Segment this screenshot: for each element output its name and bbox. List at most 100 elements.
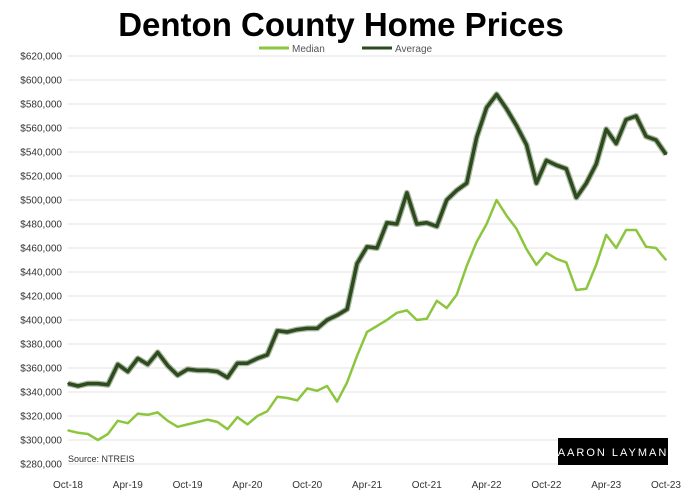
data-point-average [196,369,199,372]
y-tick-label: $400,000 [20,316,62,327]
data-point-average [236,362,239,365]
data-point-average [316,327,318,330]
chart-title: Denton County Home Prices [118,6,564,43]
x-tick-label: Oct-21 [412,480,442,491]
data-point-median [306,387,309,390]
legend-median-label: Median [292,44,325,55]
data-point-median [266,410,269,413]
y-tick-label: $460,000 [20,244,62,255]
legend-average-label: Average [395,44,433,55]
data-point-median [87,433,89,435]
data-point-median [226,428,229,431]
logo-text: AARON LAYMAN [558,447,669,459]
data-point-median [346,381,348,384]
data-point-median [615,247,617,249]
data-point-median [67,429,69,432]
data-point-median [655,247,657,249]
data-point-median [645,246,647,248]
data-point-average [296,328,299,331]
data-point-median [625,229,627,231]
data-point-average [615,142,617,145]
plot-area [67,91,669,442]
y-tick-label: $280,000 [20,460,62,471]
data-point-average [635,115,637,117]
data-point-median [426,318,428,320]
data-point-median [196,421,199,423]
legend: Median Average [259,44,433,55]
data-point-average [585,182,588,184]
data-point-average [376,247,378,249]
y-tick-label: $480,000 [20,220,62,231]
data-point-median [575,289,578,291]
data-point-median [77,432,79,434]
data-point-average [575,196,578,199]
data-point-median [166,420,169,422]
data-point-median [316,390,318,392]
data-point-average [146,363,149,366]
data-point-median [276,396,279,398]
data-point-median [416,319,418,321]
data-point-median [296,399,299,402]
data-point-average [117,363,119,366]
y-tick-label: $520,000 [20,172,62,183]
data-point-average [306,327,309,330]
data-point-average [475,136,478,139]
x-tick-label: Apr-20 [232,480,262,491]
data-point-median [117,420,119,422]
data-point-median [396,312,398,314]
data-point-median [455,294,458,296]
data-point-average [286,331,289,333]
y-tick-label: $600,000 [20,76,62,87]
data-point-median [366,331,368,333]
x-tick-label: Oct-19 [173,480,203,491]
data-point-median [206,418,209,421]
data-point-average [366,246,368,248]
data-point-median [376,325,378,327]
series-line-average [67,92,668,388]
y-tick-label: $440,000 [20,268,62,279]
data-point-average [505,108,508,110]
data-point-median [386,319,388,321]
x-tick-label: Apr-23 [591,480,621,491]
data-point-average [77,385,79,387]
data-point-average [87,382,89,385]
data-point-average [246,362,249,365]
data-point-median [406,309,408,312]
y-tick-label: $580,000 [20,100,62,111]
data-point-average [396,223,398,225]
data-point-median [127,422,129,425]
data-point-median [216,421,219,423]
data-point-median [635,229,637,231]
data-point-median [186,423,189,426]
data-point-average [356,262,358,265]
data-point-average [156,351,159,354]
data-point-average [226,376,229,379]
data-point-average [426,222,428,224]
y-tick-label: $300,000 [20,436,62,447]
data-point-average [655,139,657,141]
data-point-median [465,265,468,267]
y-tick-label: $540,000 [20,148,62,159]
data-point-average [166,364,169,367]
data-point-median [326,385,328,387]
data-point-average [645,135,647,138]
data-point-median [495,199,498,201]
data-point-median [555,258,558,260]
x-axis: Oct-18 Apr-19 Oct-19 Apr-20 Oct-20 Apr-21 Oct-… [53,480,681,491]
data-point-median [256,415,259,417]
x-tick-label: Apr-22 [472,480,502,491]
y-tick-label: $420,000 [20,292,62,303]
x-tick-label: Oct-20 [292,480,322,491]
data-point-average [445,199,448,201]
data-point-average [107,384,109,386]
source-note: Source: NTREIS [68,454,135,464]
data-point-median [565,261,568,264]
data-point-average [336,314,338,317]
data-point-median [505,214,508,217]
data-point-average [256,357,259,360]
y-tick-label: $360,000 [20,364,62,375]
data-point-average [535,182,538,184]
data-point-average [176,374,179,377]
data-point-median [236,416,239,419]
